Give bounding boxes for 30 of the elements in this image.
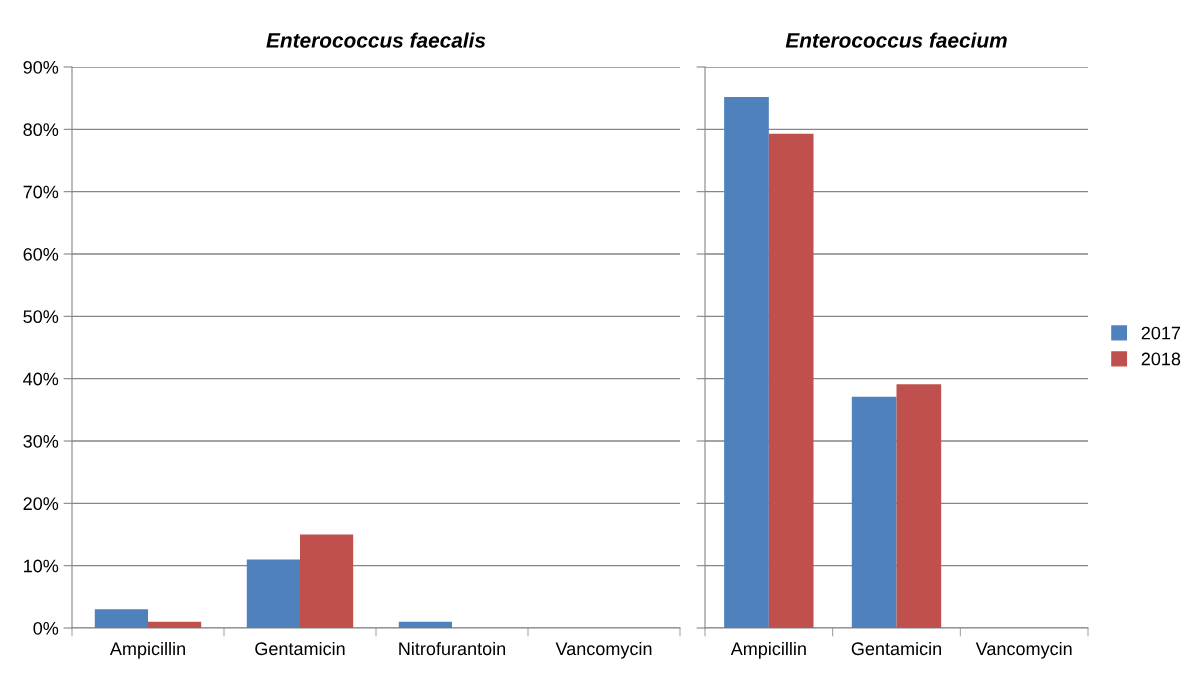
y-tick-label: 10%	[24, 559, 59, 573]
y-tick-label: 40%	[23, 372, 59, 386]
x-tick-label: Gentamicin	[851, 641, 941, 656]
x-tick-label: Ampicillin	[109, 641, 185, 659]
bar	[851, 396, 897, 628]
bar	[94, 609, 148, 628]
x-tick-label: Nitrofurantoin	[399, 641, 506, 656]
x-tick-label: Gentamicin	[255, 641, 345, 656]
y-tick-label: 60%	[23, 247, 59, 261]
bar	[246, 559, 300, 628]
legend-label: 2017	[1141, 326, 1181, 340]
x-tick-label: Ampicillin	[730, 641, 806, 659]
x-tick-label: Vancomycin	[975, 641, 1072, 659]
y-tick-label: 80%	[23, 123, 59, 137]
y-tick-label: 90%	[23, 60, 59, 74]
bar	[896, 384, 942, 628]
chart-title: Enterococcus faecium	[785, 32, 1007, 48]
legend-label: 2018	[1141, 352, 1181, 366]
bar	[768, 133, 814, 628]
y-tick-label: 30%	[23, 434, 59, 448]
y-tick-label: 20%	[23, 497, 59, 511]
bar	[148, 621, 202, 628]
x-tick-label: Vancomycin	[555, 641, 652, 659]
y-tick-label: 70%	[23, 185, 59, 199]
bar	[398, 621, 452, 628]
bar	[724, 96, 769, 628]
bar	[300, 534, 354, 628]
y-tick-label: 50%	[23, 310, 59, 324]
y-tick-label: 0%	[33, 621, 59, 635]
chart-title: Enterococcus faecalis	[266, 32, 486, 48]
